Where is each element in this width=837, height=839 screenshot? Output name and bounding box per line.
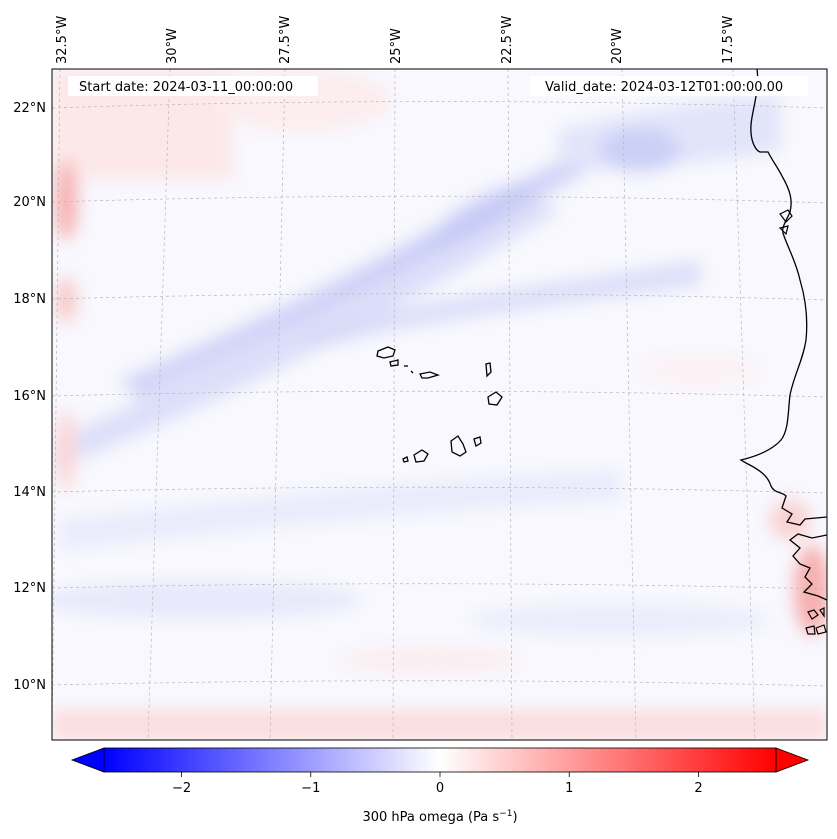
colorbar-tick-label: −2 (172, 781, 191, 796)
lon-label-27-5w: 27.5°W (278, 16, 293, 64)
lat-label-18n: 18°N (13, 292, 46, 307)
cabo-verde-islands (376, 346, 503, 463)
longitude-labels: 32.5°W 30°W 27.5°W 25°W 22.5°W 20°W 17.5… (55, 16, 736, 64)
lat-label-16n: 16°N (13, 389, 46, 404)
colorbar-label-main: 300 hPa omega (Pa s (362, 810, 499, 825)
latitude-labels: 22°N 20°N 18°N 16°N 14°N 12°N 10°N (13, 101, 46, 693)
lat-label-10n: 10°N (13, 678, 46, 693)
lon-label-30w: 30°W (165, 28, 180, 64)
lon-label-17-5w: 17.5°W (721, 16, 736, 64)
colorbar-tick-label: 1 (565, 781, 573, 796)
lon-label-25w: 25°W (389, 28, 404, 64)
map-frame (51, 68, 828, 741)
lon-label-20w: 20°W (610, 28, 625, 64)
lat-label-20n: 20°N (13, 195, 46, 210)
start-date-label: Start date: 2024-03-11_00:00:00 (79, 80, 293, 95)
start-date-box (68, 76, 318, 96)
colorbar-label-close: ) (512, 810, 517, 825)
colorbar-max-extend (775, 747, 810, 773)
lat-label-22n: 22°N (13, 101, 46, 116)
lat-label-12n: 12°N (13, 581, 46, 596)
map-gridlines (52, 69, 827, 740)
lon-label-32-5w: 32.5°W (55, 16, 70, 64)
colorbar-label: 300 hPa omega (Pa s−1) (362, 809, 517, 825)
lon-label-22-5w: 22.5°W (500, 16, 515, 64)
colorbar-ticks: −2 −1 0 1 2 (172, 772, 703, 796)
colorbar-label-exp: −1 (499, 809, 512, 819)
colorbar-tick-label: −1 (301, 781, 320, 796)
map-panel: Start date: 2024-03-11_00:00:00 Valid_da… (52, 69, 827, 740)
colorbar-gradient (104, 748, 776, 772)
lat-label-14n: 14°N (13, 485, 46, 500)
colorbar: −2 −1 0 1 2 300 hPa omega (Pa s−1) (70, 747, 810, 825)
valid-date-label: Valid_date: 2024-03-12T01:00:00.00 (545, 80, 783, 95)
valid-date-box (530, 76, 808, 96)
colorbar-tick-label: 0 (436, 781, 444, 796)
africa-coastline (739, 69, 827, 601)
canary-coast-fragment (778, 209, 793, 236)
omega-field-patterns (52, 69, 827, 740)
coast-islands-bissau (805, 607, 827, 635)
colorbar-tick-label: 2 (694, 781, 702, 796)
colorbar-min-extend (70, 747, 105, 773)
